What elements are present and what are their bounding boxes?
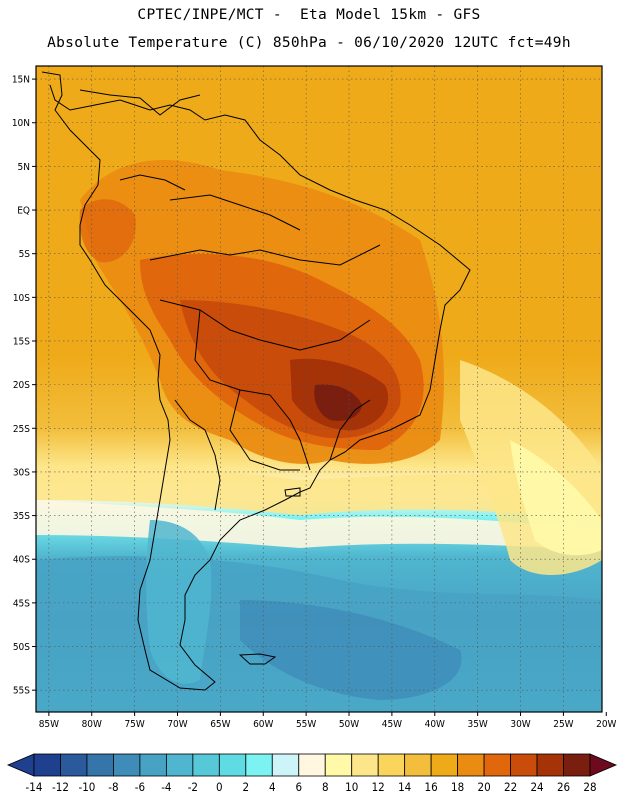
colorbar-label: 10 bbox=[345, 780, 358, 794]
colorbar-swatch bbox=[536, 753, 564, 777]
lat-tick-label: 50S bbox=[13, 642, 30, 653]
colorbar-label: 26 bbox=[557, 780, 570, 794]
lat-tick-label: 30S bbox=[13, 467, 30, 478]
colorbar-swatch bbox=[377, 753, 406, 777]
colorbar-label: 22 bbox=[504, 780, 517, 794]
latitude-axis: 15N 10N 5N EQ 5S 10S 15S 20S 25S 30S 35S 40S 45S 50S 5… bbox=[12, 75, 36, 697]
colorbar-label: -6 bbox=[135, 780, 145, 794]
longitude-axis: 85W 80W 75W 70W 65W 60W 55W 50W 45W 40W 35W 30W 25W 2… bbox=[39, 712, 617, 730]
lon-tick-label: 75W bbox=[124, 719, 144, 730]
colorbar-label: 18 bbox=[451, 780, 464, 794]
temperature-field bbox=[36, 66, 602, 712]
colorbar-label: 0 bbox=[216, 780, 223, 794]
colorbar-label: -4 bbox=[161, 780, 171, 794]
lat-tick-label: 55S bbox=[13, 686, 30, 697]
colorbar-swatch bbox=[218, 753, 247, 777]
lon-tick-label: 80W bbox=[82, 719, 102, 730]
colorbar-label: 14 bbox=[398, 780, 411, 794]
colorbar-swatch bbox=[165, 753, 194, 777]
lat-tick-label: 15S bbox=[13, 336, 30, 347]
colorbar-label: 4 bbox=[269, 780, 276, 794]
colorbar-swatch bbox=[351, 753, 379, 777]
colorbar-swatch bbox=[483, 753, 511, 777]
colorbar-swatch bbox=[245, 753, 273, 777]
lat-tick-label: 5N bbox=[18, 162, 30, 173]
lat-tick-label: 10S bbox=[13, 293, 30, 304]
lat-tick-label: 20S bbox=[13, 380, 30, 391]
colorbar: -14 -12 -10 -8 -6 -4 -2 0 2 4 6 8 10 12 14 16 18 20 22 24 26… bbox=[6, 753, 618, 794]
colorbar-label: -10 bbox=[78, 780, 95, 794]
colorbar-label: -12 bbox=[52, 780, 69, 794]
lon-tick-label: 20W bbox=[596, 719, 616, 730]
lon-tick-label: 65W bbox=[210, 719, 230, 730]
colorbar-label: 28 bbox=[583, 780, 596, 794]
lon-tick-label: 45W bbox=[382, 719, 402, 730]
colorbar-swatch bbox=[457, 753, 485, 777]
lat-tick-label: 25S bbox=[13, 424, 30, 435]
colorbar-swatch bbox=[271, 753, 300, 777]
lat-tick-label: 45S bbox=[13, 598, 30, 609]
colorbar-label: 20 bbox=[478, 780, 491, 794]
colorbar-swatch bbox=[139, 753, 167, 777]
lon-tick-label: 35W bbox=[467, 719, 487, 730]
lat-tick-label: EQ bbox=[17, 206, 30, 217]
lat-tick-label: 35S bbox=[13, 511, 30, 522]
colorbar-swatch bbox=[430, 753, 459, 777]
colorbar-swatch bbox=[86, 753, 114, 777]
map-frame bbox=[35, 65, 603, 713]
lon-tick-label: 85W bbox=[39, 719, 59, 730]
colorbar-swatch bbox=[510, 753, 538, 777]
colorbar-swatch bbox=[192, 753, 220, 777]
colorbar-swatch bbox=[33, 753, 61, 777]
colorbar-label: 16 bbox=[425, 780, 438, 794]
chart-title-line-2: Absolute Temperature (C) 850hPa - 06/10/… bbox=[47, 35, 571, 51]
colorbar-swatch bbox=[113, 753, 141, 777]
lat-tick-label: 15N bbox=[12, 75, 30, 86]
colorbar-swatch bbox=[324, 753, 353, 777]
colorbar-label: -14 bbox=[26, 780, 43, 794]
lon-tick-label: 70W bbox=[167, 719, 187, 730]
lon-tick-label: 40W bbox=[425, 719, 445, 730]
lon-tick-label: 30W bbox=[510, 719, 530, 730]
colorbar-swatch bbox=[404, 753, 432, 777]
colorbar-over-arrow bbox=[589, 753, 618, 777]
colorbar-label: 24 bbox=[530, 780, 543, 794]
lon-tick-label: 55W bbox=[296, 719, 316, 730]
lon-tick-label: 25W bbox=[553, 719, 573, 730]
lat-tick-label: 5S bbox=[19, 249, 31, 260]
lat-tick-label: 10N bbox=[12, 118, 30, 129]
coastlines bbox=[41, 71, 471, 691]
lon-tick-label: 50W bbox=[339, 719, 359, 730]
lon-tick-label: 60W bbox=[253, 719, 273, 730]
colorbar-label: -8 bbox=[108, 780, 118, 794]
colorbar-swatch bbox=[298, 753, 326, 777]
colorbar-label: 8 bbox=[322, 780, 329, 794]
colorbar-swatch bbox=[563, 753, 591, 777]
colorbar-label: -2 bbox=[188, 780, 198, 794]
chart-title-line-1: CPTEC/INPE/MCT - Eta Model 15km - GFS bbox=[137, 7, 481, 23]
colorbar-swatch bbox=[60, 753, 88, 777]
lat-tick-label: 40S bbox=[13, 555, 30, 566]
colorbar-under-arrow bbox=[6, 753, 35, 777]
colorbar-label: 2 bbox=[243, 780, 250, 794]
colorbar-label: 12 bbox=[372, 780, 385, 794]
colorbar-label: 6 bbox=[295, 780, 302, 794]
